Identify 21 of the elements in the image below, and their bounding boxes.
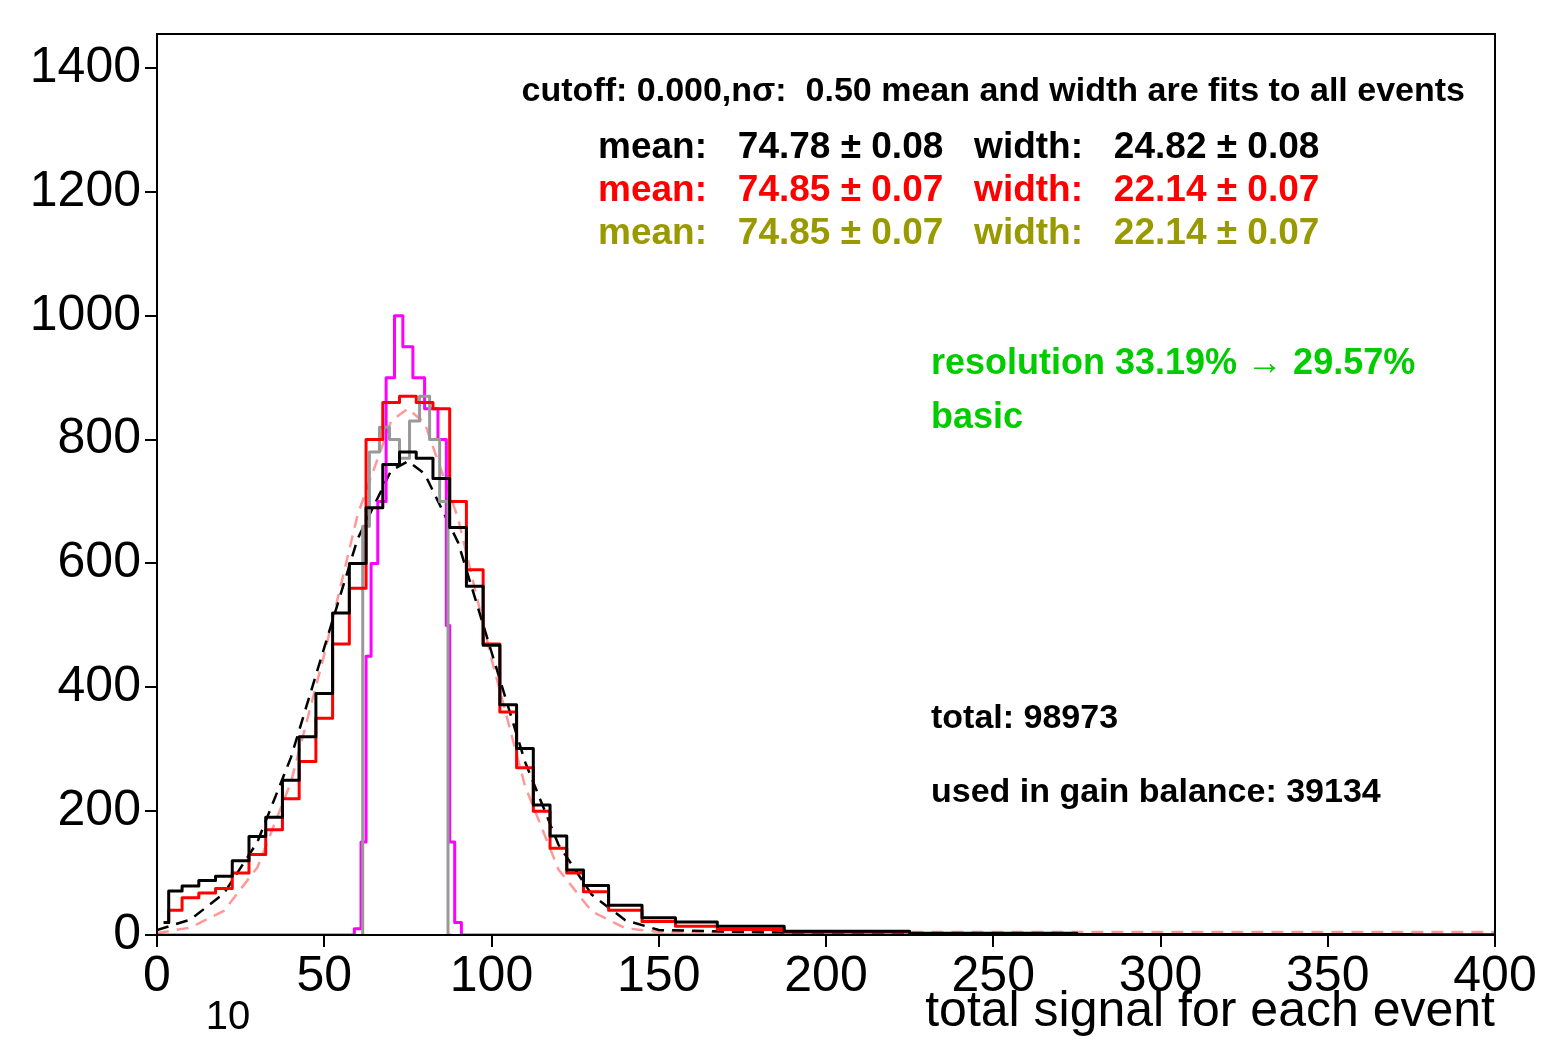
annotation: total: 98973: [931, 697, 1119, 736]
annotation: resolution 33.19% → 29.57%: [931, 340, 1416, 382]
annotation: mean: 74.78 ± 0.08 width: 24.82 ± 0.08: [598, 125, 1320, 167]
x-tick-label: 200: [784, 945, 868, 1002]
annotation: basic: [931, 394, 1024, 436]
annotation: used in gain balance: 39134: [931, 771, 1381, 810]
y-tick-label: 200: [57, 779, 141, 836]
y-tick-label: 1000: [29, 284, 141, 341]
x-tick-label: 50: [296, 945, 353, 1002]
y-tick-label: 600: [57, 532, 141, 589]
y-tick-label: 1400: [29, 36, 141, 93]
x-tick-label: 100: [449, 945, 534, 1002]
y-tick-label: 1200: [29, 160, 141, 217]
y-tick-label: 800: [57, 408, 141, 465]
annotation: mean: 74.85 ± 0.07 width: 22.14 ± 0.07: [598, 168, 1320, 210]
y-tick-label: 400: [57, 656, 141, 713]
annotation: mean: 74.85 ± 0.07 width: 22.14 ± 0.07: [598, 211, 1320, 253]
annotation: cutoff: 0.000,nσ: 0.50 mean and width are fits to all events: [521, 70, 1465, 109]
x-tick-label: 150: [617, 945, 701, 1002]
y-tick-label: 0: [113, 903, 141, 960]
text: 10: [205, 993, 251, 1038]
